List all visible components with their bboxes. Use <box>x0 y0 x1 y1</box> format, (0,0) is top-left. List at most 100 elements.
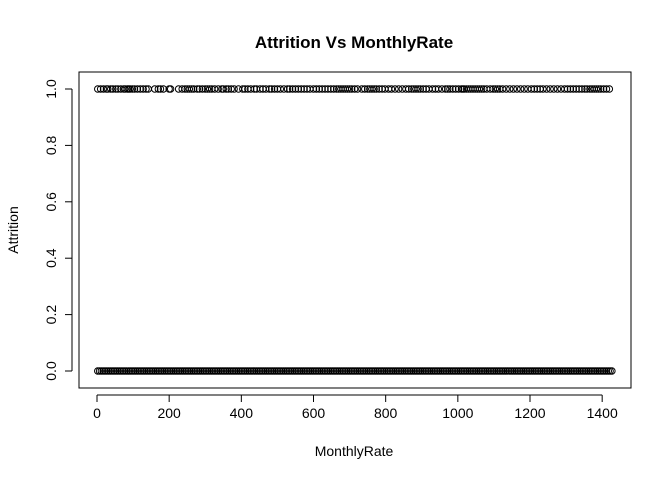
data-point <box>159 85 168 93</box>
x-axis: 0 200 400 600 800 1000 1200 1400 <box>93 394 618 421</box>
data-point <box>446 85 454 93</box>
data-point <box>256 85 264 93</box>
data-point <box>539 85 547 93</box>
data-point <box>178 85 186 93</box>
data-point <box>583 85 591 93</box>
data-point <box>602 85 611 93</box>
x-tick-label: 800 <box>374 405 398 421</box>
data-point <box>419 85 427 93</box>
data-point <box>498 85 507 93</box>
y-tick-label: 0.2 <box>43 305 59 325</box>
data-point <box>297 85 305 93</box>
data-point <box>126 85 134 93</box>
data-point <box>300 85 308 93</box>
data-point <box>104 85 112 93</box>
data-points <box>94 85 616 375</box>
data-point <box>267 85 276 93</box>
data-point <box>214 85 222 93</box>
data-point <box>195 85 204 93</box>
data-point <box>291 85 300 93</box>
data-point <box>542 85 551 93</box>
data-point <box>198 85 207 93</box>
data-point <box>491 85 500 93</box>
data-point <box>114 85 122 93</box>
data-point <box>513 85 521 93</box>
data-point <box>605 85 614 93</box>
y-tick-label: 0.0 <box>43 361 59 381</box>
data-point <box>250 85 259 93</box>
data-point <box>375 85 383 93</box>
data-point <box>283 85 292 93</box>
x-tick-label: 1200 <box>514 405 545 421</box>
data-point <box>405 85 413 93</box>
data-point <box>608 367 616 375</box>
data-point <box>486 85 495 93</box>
data-point <box>96 85 105 93</box>
data-point <box>527 85 536 93</box>
y-tick-label: 1.0 <box>43 79 59 99</box>
data-point <box>348 85 356 93</box>
data-point <box>166 85 175 93</box>
data-point <box>128 85 137 93</box>
data-point <box>368 85 376 93</box>
data-point <box>477 85 486 93</box>
data-point <box>563 85 572 93</box>
data-point <box>276 85 285 93</box>
data-point <box>566 85 575 93</box>
data-point <box>156 85 165 93</box>
y-tick-label: 0.8 <box>43 135 59 155</box>
data-point <box>416 85 425 93</box>
data-point <box>136 85 145 93</box>
data-point <box>444 85 452 93</box>
data-point <box>493 85 502 93</box>
chart-title: Attrition Vs MonthlyRate <box>255 33 453 52</box>
data-point <box>370 85 378 93</box>
x-tick-label: 1400 <box>587 405 618 421</box>
data-point <box>345 85 354 93</box>
data-point <box>130 85 139 93</box>
data-point <box>581 85 589 93</box>
data-point <box>121 85 129 93</box>
data-point <box>285 85 294 93</box>
data-point <box>294 85 303 93</box>
data-point <box>219 85 227 93</box>
data-point <box>592 85 601 93</box>
data-point <box>578 85 586 93</box>
data-point <box>394 85 403 93</box>
data-point <box>265 85 274 93</box>
data-point <box>270 85 279 93</box>
data-point <box>133 85 142 93</box>
data-point <box>185 85 194 93</box>
data-point <box>575 85 583 93</box>
data-point <box>280 85 288 93</box>
y-axis: 0.0 0.2 0.4 0.6 0.8 1.0 <box>43 79 73 381</box>
data-point <box>509 85 518 93</box>
data-point <box>353 85 362 93</box>
data-point <box>241 85 249 93</box>
data-point <box>94 85 102 93</box>
data-point <box>222 85 230 93</box>
data-point <box>107 85 115 93</box>
data-point <box>506 85 514 93</box>
data-point <box>454 85 463 93</box>
data-point <box>142 85 150 93</box>
x-tick-label: 400 <box>230 405 254 421</box>
data-point <box>597 85 605 93</box>
data-point <box>343 85 352 93</box>
x-axis-label: MonthlyRate <box>315 443 394 459</box>
data-point <box>239 85 247 93</box>
x-tick-label: 1000 <box>442 405 473 421</box>
data-point <box>193 85 202 93</box>
data-point <box>441 85 450 93</box>
data-point <box>321 85 329 93</box>
data-point <box>594 85 603 93</box>
data-point <box>312 85 321 93</box>
data-point <box>262 85 270 93</box>
data-point <box>550 85 558 93</box>
data-point <box>372 85 380 93</box>
data-point <box>358 85 366 93</box>
y-axis-label: Attrition <box>5 206 21 253</box>
data-point <box>112 85 120 93</box>
data-point <box>205 85 214 93</box>
